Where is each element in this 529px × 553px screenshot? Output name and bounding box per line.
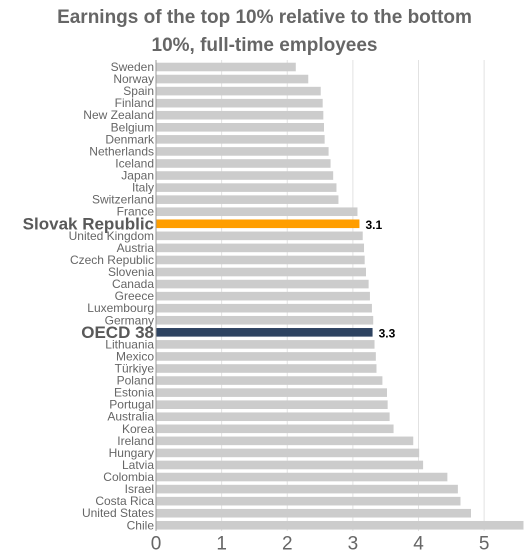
category-label: Costa Rica (95, 494, 154, 508)
data-label: 3.1 (365, 218, 382, 232)
bar-t-rkiye (156, 364, 377, 373)
bar-united-kingdom (156, 231, 363, 241)
bar-canada (156, 279, 369, 289)
category-label: United Kingdom (69, 229, 154, 243)
category-label: Korea (122, 422, 154, 436)
x-tick-label: 1 (216, 534, 227, 553)
chart-title-line-1: Earnings of the top 10% relative to the … (57, 7, 472, 28)
category-label: Australia (107, 410, 154, 424)
bar-netherlands (156, 147, 329, 156)
category-label: France (117, 205, 155, 219)
category-label: OECD 38 (81, 323, 154, 342)
category-label: Germany (105, 313, 154, 327)
bar-japan (156, 171, 334, 180)
bar-slovak-republic (156, 219, 360, 229)
category-label: Greece (115, 289, 155, 303)
chart-title-line-2: 10%, full-time employees (151, 35, 378, 56)
category-label: New Zealand (83, 108, 154, 122)
x-tick-label: 5 (479, 534, 490, 553)
bar-ireland (156, 436, 414, 446)
bar-switzerland (156, 195, 339, 204)
category-label: United States (82, 506, 154, 520)
bar-oecd-38 (156, 328, 373, 337)
category-label: Norway (113, 72, 154, 86)
x-tick-label: 4 (413, 534, 424, 553)
bar-united-states (156, 508, 471, 518)
category-label: Poland (117, 374, 154, 388)
bar-italy (156, 183, 337, 192)
bar-chile (156, 520, 524, 530)
category-label: Italy (132, 181, 154, 195)
category-label: Finland (115, 96, 154, 110)
category-label: Canada (112, 277, 154, 291)
bar-greece (156, 291, 370, 301)
bar-iceland (156, 159, 331, 168)
category-label: Netherlands (89, 144, 154, 158)
bar-australia (156, 412, 390, 422)
category-label: Colombia (103, 470, 154, 484)
bar-france (156, 207, 358, 217)
category-label: Denmark (105, 132, 155, 146)
category-label: Lithuania (105, 337, 154, 351)
bar-hungary (156, 448, 420, 458)
category-label: Switzerland (92, 193, 154, 207)
category-label: Israel (125, 482, 154, 496)
category-label: Mexico (116, 349, 154, 363)
category-label: Luxembourg (87, 301, 154, 315)
x-tick-label: 3 (348, 534, 359, 553)
bar-sweden (156, 62, 296, 72)
category-label: Sweden (111, 60, 154, 74)
category-label: Slovenia (108, 265, 154, 279)
bar-latvia (156, 460, 424, 470)
category-label: Iceland (115, 156, 154, 170)
bar-israel (156, 484, 458, 494)
bar-new-zealand (156, 110, 324, 120)
bar-germany (156, 315, 374, 325)
bar-czech-republic (156, 255, 365, 265)
bar-finland (156, 98, 323, 108)
bar-denmark (156, 135, 325, 144)
x-tick-label: 0 (151, 534, 162, 553)
bar-belgium (156, 123, 324, 132)
bar-slovenia (156, 267, 366, 277)
bar-portugal (156, 400, 388, 409)
bar-norway (156, 74, 309, 84)
bar-lithuania (156, 340, 375, 349)
bar-luxembourg (156, 303, 372, 313)
bar-costa-rica (156, 496, 461, 506)
category-label: Chile (127, 518, 155, 532)
category-label: Hungary (109, 446, 154, 460)
bar-korea (156, 424, 394, 434)
chart-title: Earnings of the top 10% relative to the … (0, 4, 529, 60)
bar-colombia (156, 472, 448, 482)
category-label: Spain (123, 84, 154, 98)
bar-spain (156, 86, 321, 96)
category-label: Latvia (122, 458, 154, 472)
category-label: Ireland (117, 434, 154, 448)
category-label: Slovak Republic (23, 214, 154, 233)
category-label: Japan (121, 169, 154, 183)
category-label: Estonia (114, 386, 154, 400)
category-label: Türkiye (115, 362, 155, 376)
bar-austria (156, 243, 365, 253)
category-label: Czech Republic (70, 253, 154, 267)
bar-poland (156, 376, 383, 385)
category-label: Austria (117, 241, 155, 255)
bar-estonia (156, 388, 387, 397)
data-label: 3.3 (379, 326, 396, 340)
category-label: Belgium (111, 120, 154, 134)
category-label: Portugal (109, 398, 154, 412)
x-tick-label: 2 (282, 534, 293, 553)
bar-mexico (156, 352, 376, 361)
